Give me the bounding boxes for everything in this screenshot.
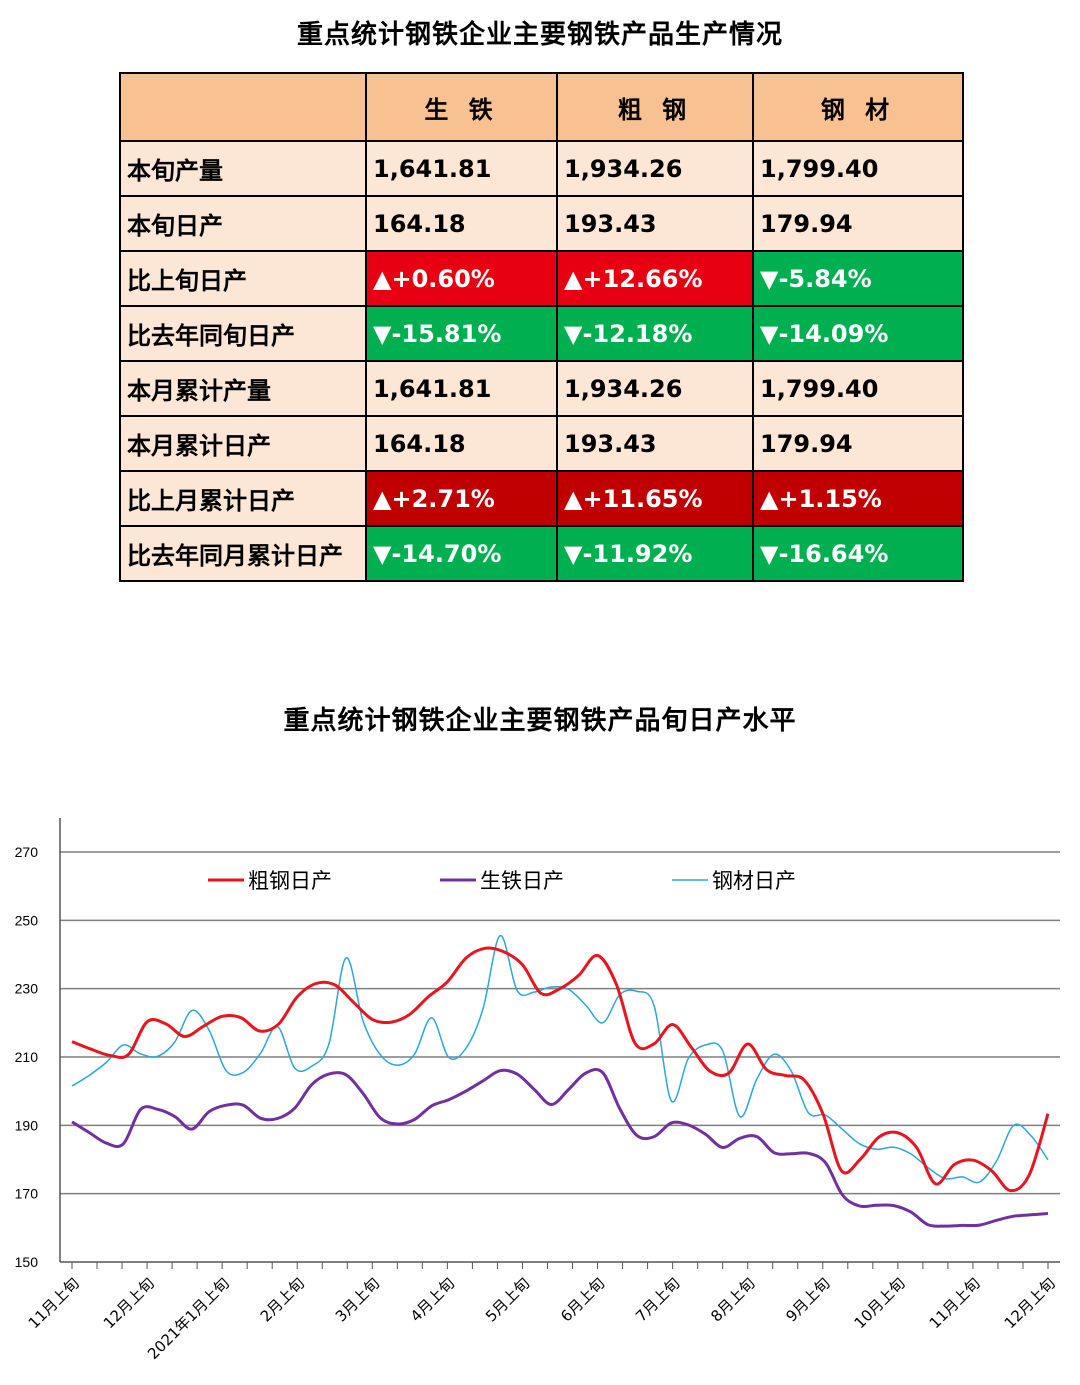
- table-cell: ▲+1.15%: [752, 470, 964, 527]
- y-tick-label: 190: [15, 1117, 39, 1133]
- chart-title: 重点统计钢铁企业主要钢铁产品旬日产水平: [283, 706, 797, 736]
- table-row: 比上月累计日产 ▲+2.71% ▲+11.65% ▲+1.15%: [119, 470, 964, 527]
- y-tick-label: 270: [15, 844, 39, 860]
- row-label: 本月累计产量: [119, 360, 367, 417]
- x-tick-label: 2月上旬: [257, 1274, 308, 1325]
- table-cell: ▼-5.84%: [752, 250, 964, 307]
- x-tick-label: 10月上旬: [851, 1274, 909, 1332]
- x-tick-label: 11月上旬: [926, 1274, 984, 1332]
- table-cell: ▼-12.18%: [556, 305, 754, 362]
- table-cell: ▲+12.66%: [556, 250, 754, 307]
- table-cell: ▼-14.09%: [752, 305, 964, 362]
- table-cell: 193.43: [556, 195, 754, 252]
- row-label: 比去年同旬日产: [119, 305, 367, 362]
- table-row: 比去年同月累计日产 ▼-14.70% ▼-11.92% ▼-16.64%: [119, 525, 964, 582]
- table-cell: ▲+2.71%: [365, 470, 558, 527]
- table-cell: 179.94: [752, 415, 964, 472]
- legend-label: 钢材日产: [712, 869, 796, 893]
- header-pig-iron: 生 铁: [365, 72, 558, 142]
- table-cell: 164.18: [365, 195, 558, 252]
- table-row: 本旬产量 1,641.81 1,934.26 1,799.40: [119, 140, 964, 197]
- table-row: 比上旬日产 ▲+0.60% ▲+12.66% ▼-5.84%: [119, 250, 964, 307]
- x-tick-label: 5月上旬: [482, 1274, 533, 1325]
- x-tick-label: 9月上旬: [782, 1274, 833, 1325]
- x-tick-label: 2021年1月上旬: [144, 1274, 233, 1363]
- legend-label: 粗钢日产: [248, 869, 332, 893]
- series-line: [71, 934, 1049, 1184]
- table-cell: 1,641.81: [365, 140, 558, 197]
- table-cell: 1,934.26: [556, 360, 754, 417]
- table-cell: 164.18: [365, 415, 558, 472]
- table-cell: 1,799.40: [752, 360, 964, 417]
- table-cell: ▼-16.64%: [752, 525, 964, 582]
- table-cell: 1,934.26: [556, 140, 754, 197]
- legend-label: 生铁日产: [480, 869, 564, 893]
- y-tick-label: 210: [15, 1049, 39, 1065]
- row-label: 比去年同月累计日产: [119, 525, 367, 582]
- header-crude-steel: 粗 钢: [556, 72, 754, 142]
- table-title: 重点统计钢铁企业主要钢铁产品生产情况: [296, 20, 783, 50]
- x-tick-label: 12月上旬: [100, 1274, 158, 1332]
- table-cell: 179.94: [752, 195, 964, 252]
- table-row: 本月累计日产 164.18 193.43 179.94: [119, 415, 964, 472]
- y-tick-label: 230: [15, 981, 39, 997]
- x-tick-label: 7月上旬: [632, 1274, 683, 1325]
- x-tick-label: 12月上旬: [1001, 1274, 1059, 1332]
- table-header-row: 生 铁 粗 钢 钢 材: [119, 72, 964, 142]
- y-tick-label: 250: [15, 912, 39, 928]
- y-tick-label: 150: [15, 1254, 39, 1270]
- table-cell: ▼-11.92%: [556, 525, 754, 582]
- x-tick-label: 6月上旬: [557, 1274, 608, 1325]
- row-label: 本月累计日产: [119, 415, 367, 472]
- table-row: 本月累计产量 1,641.81 1,934.26 1,799.40: [119, 360, 964, 417]
- production-table: 生 铁 粗 钢 钢 材 本旬产量 1,641.81 1,934.26 1,799.40…: [119, 72, 964, 582]
- header-corner: [119, 72, 367, 142]
- x-tick-label: 4月上旬: [407, 1274, 458, 1325]
- x-tick-label: 11月上旬: [25, 1274, 83, 1332]
- header-steel-products: 钢 材: [752, 72, 964, 142]
- series-line: [71, 1067, 1049, 1228]
- table-cell: ▲+11.65%: [556, 470, 754, 527]
- table-cell: ▼-15.81%: [365, 305, 558, 362]
- x-tick-label: 8月上旬: [707, 1274, 758, 1325]
- table-cell: ▼-14.70%: [365, 525, 558, 582]
- row-label: 比上旬日产: [119, 250, 367, 307]
- row-label: 比上月累计日产: [119, 470, 367, 527]
- table-row: 比去年同旬日产 ▼-15.81% ▼-12.18% ▼-14.09%: [119, 305, 964, 362]
- row-label: 本旬产量: [119, 140, 367, 197]
- row-label: 本旬日产: [119, 195, 367, 252]
- table-cell: ▲+0.60%: [365, 250, 558, 307]
- y-tick-label: 170: [15, 1186, 39, 1202]
- table-row: 本旬日产 164.18 193.43 179.94: [119, 195, 964, 252]
- table-cell: 1,799.40: [752, 140, 964, 197]
- series-line: [71, 946, 1050, 1193]
- table-cell: 1,641.81: [365, 360, 558, 417]
- x-tick-label: 3月上旬: [332, 1274, 383, 1325]
- table-cell: 193.43: [556, 415, 754, 472]
